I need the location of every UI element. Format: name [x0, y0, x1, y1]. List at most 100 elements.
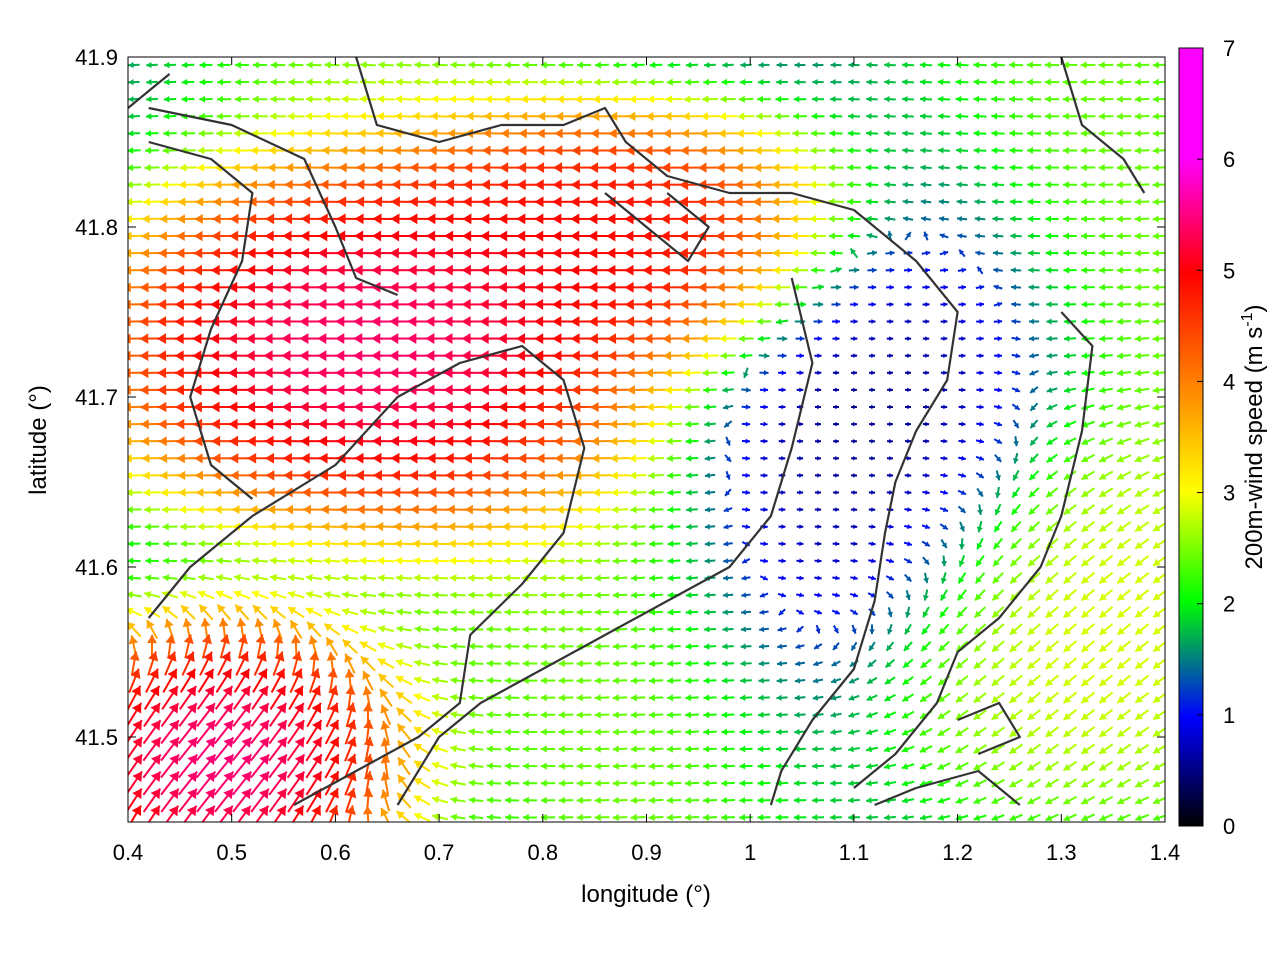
wind-arrow-head [227, 367, 237, 379]
wind-arrow-head [889, 267, 895, 273]
wind-arrow-head [697, 247, 707, 259]
wind-arrow-head [338, 162, 347, 173]
wind-arrow-head [497, 316, 507, 327]
wind-arrow-head [1099, 746, 1107, 754]
wind-arrow-head [167, 668, 177, 680]
wind-arrow-head [223, 754, 234, 765]
wind-arrow-head [414, 591, 421, 599]
wind-arrow-head [943, 472, 948, 478]
wind-arrow-head [197, 590, 206, 599]
wind-arrow-head [853, 387, 857, 393]
wind-arrow-head [310, 668, 321, 679]
wind-arrow-head [354, 213, 364, 225]
wind-arrow-head [1045, 164, 1051, 172]
wind-arrow-head [1134, 300, 1141, 309]
wind-arrow-head [1134, 112, 1141, 120]
wind-arrow-head [883, 746, 891, 753]
wind-arrow-head [630, 523, 637, 531]
wind-arrow-head [723, 558, 729, 564]
wind-arrow-head [486, 659, 493, 668]
wind-arrow-head [286, 129, 294, 138]
wind-arrow-head [608, 384, 617, 395]
wind-arrow-head [594, 677, 601, 685]
wind-arrow-head [594, 694, 601, 702]
wind-arrow-head [973, 712, 982, 720]
wind-arrow-head [1153, 695, 1161, 703]
wind-arrow-head [1028, 249, 1034, 257]
wind-arrow-head [281, 384, 291, 396]
wind-arrow-head [213, 487, 222, 498]
wind-arrow-head [594, 762, 601, 770]
wind-arrow-head [483, 522, 492, 532]
wind-arrow-head [937, 780, 945, 787]
wind-arrow-head [1099, 300, 1106, 308]
wind-arrow-head [780, 592, 786, 598]
wind-arrow-head [323, 607, 332, 616]
wind-arrow-head [700, 334, 708, 344]
wind-arrow-head [609, 436, 618, 446]
wind-arrow-head [612, 728, 619, 736]
wind-arrow-head [1152, 129, 1159, 138]
wind-arrow-head [1117, 610, 1126, 618]
wind-arrow-head [269, 539, 277, 548]
wind-arrow-head [552, 350, 562, 362]
wind-arrow-head [976, 559, 983, 567]
wind-arrow-head [425, 298, 435, 310]
wind-arrow-head [540, 61, 547, 69]
wind-arrow-head [499, 452, 509, 464]
wind-arrow-head [480, 179, 490, 191]
wind-arrow-head [498, 230, 508, 242]
wind-arrow-head [594, 78, 601, 86]
wind-arrow-head [902, 215, 909, 222]
wind-arrow-head [408, 452, 418, 464]
wind-arrow-head [1027, 644, 1036, 652]
wind-arrow-head [1063, 215, 1069, 223]
wind-arrow-head [997, 404, 1002, 410]
wind-arrow-head [722, 609, 728, 616]
wind-arrow-head [975, 593, 982, 601]
wind-arrow-head [159, 453, 168, 464]
wind-arrow-head [791, 146, 799, 155]
wind-arrow-head [245, 281, 255, 293]
wind-arrow-head [270, 95, 277, 103]
wind-arrow-head [522, 625, 529, 633]
wind-arrow-head [217, 604, 226, 614]
wind-arrow-head [835, 575, 840, 581]
wind-arrow-head [686, 489, 692, 496]
wind-arrow-head [1081, 301, 1088, 308]
wind-arrow-head [1063, 558, 1072, 567]
wind-vectors [128, 61, 1165, 822]
wind-arrow-head [199, 95, 206, 103]
wind-arrow-head [649, 608, 656, 616]
wind-arrow-head [907, 284, 912, 290]
wind-arrow-head [666, 437, 673, 445]
wind-arrow-head [973, 78, 980, 86]
wind-arrow-head [835, 541, 840, 547]
wind-arrow-head [871, 421, 875, 427]
wind-arrow-head [145, 113, 152, 120]
wind-arrow-head [660, 196, 670, 208]
wind-arrow-head [831, 660, 838, 667]
wind-arrow-head [1011, 318, 1017, 325]
wind-arrow-head [1045, 780, 1053, 788]
wind-arrow-head [336, 435, 346, 447]
wind-arrow-head [697, 213, 707, 225]
wind-arrow-head [921, 644, 928, 652]
wind-arrow-head [375, 128, 384, 138]
wind-arrow-head [703, 762, 710, 770]
wind-arrow-head [1081, 455, 1089, 463]
wind-arrow-head [648, 728, 655, 736]
wind-arrow-head [522, 659, 529, 668]
wind-arrow-head [1081, 369, 1088, 377]
wind-arrow-head [867, 661, 874, 667]
wind-arrow-head [192, 401, 202, 413]
wind-arrow-head [281, 401, 291, 413]
wind-arrow-head [372, 435, 382, 447]
wind-arrow-head [812, 745, 818, 753]
wind-arrow-head [1153, 729, 1161, 737]
wind-arrow-head [888, 593, 894, 599]
wind-arrow-head [210, 281, 220, 293]
wind-arrow-head [516, 350, 526, 362]
wind-arrow-head [413, 95, 421, 104]
wind-arrow-head [995, 456, 1002, 462]
